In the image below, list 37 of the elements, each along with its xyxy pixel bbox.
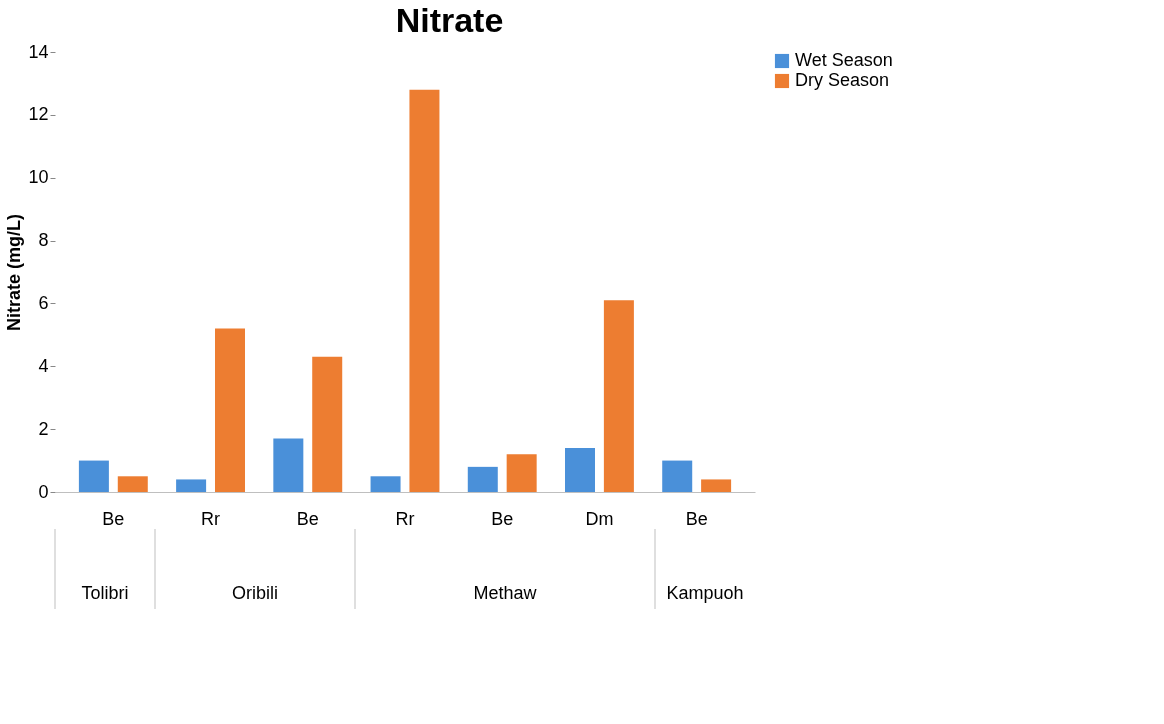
text: Tolibri bbox=[81, 583, 129, 603]
y-axis-title: Nitrate (mg/L) bbox=[4, 213, 25, 331]
bar bbox=[78, 460, 109, 492]
bar bbox=[565, 448, 595, 492]
x-tick-label: Rr bbox=[201, 508, 221, 529]
bar bbox=[662, 460, 693, 492]
bar bbox=[467, 466, 498, 492]
text: Oribili bbox=[231, 583, 279, 603]
bar bbox=[215, 328, 245, 492]
bar bbox=[176, 479, 207, 492]
chart-title: Nitrate bbox=[395, 1, 504, 39]
text: Kampuoh bbox=[666, 583, 744, 603]
text: Methaw bbox=[473, 583, 538, 603]
bar bbox=[312, 356, 343, 492]
bar bbox=[603, 300, 634, 492]
bar bbox=[370, 476, 401, 492]
bar bbox=[117, 476, 148, 492]
y-tick-label: 0 bbox=[38, 481, 49, 502]
bar bbox=[701, 479, 732, 492]
x-tick-label: Be bbox=[102, 508, 125, 529]
y-tick-label: 10 bbox=[28, 167, 49, 188]
y-tick-label: 2 bbox=[38, 418, 49, 439]
x-tick-label: Be bbox=[296, 508, 319, 529]
bar bbox=[506, 454, 537, 492]
x-tick-label: Dm bbox=[585, 508, 614, 529]
x-tick-label: Rr bbox=[395, 508, 415, 529]
y-tick-label: 12 bbox=[28, 104, 49, 125]
y-tick-label: 6 bbox=[38, 292, 49, 313]
y-tick-label: 4 bbox=[38, 355, 49, 376]
bar bbox=[273, 438, 304, 492]
y-tick-label: 14 bbox=[28, 41, 49, 62]
legend-label: Wet Season bbox=[795, 50, 893, 70]
x-tick-label: Be bbox=[491, 508, 514, 529]
y-tick-label: 8 bbox=[38, 230, 49, 251]
x-tick-label: Be bbox=[685, 508, 708, 529]
legend-label: Dry Season bbox=[795, 70, 890, 90]
bar bbox=[409, 89, 440, 492]
